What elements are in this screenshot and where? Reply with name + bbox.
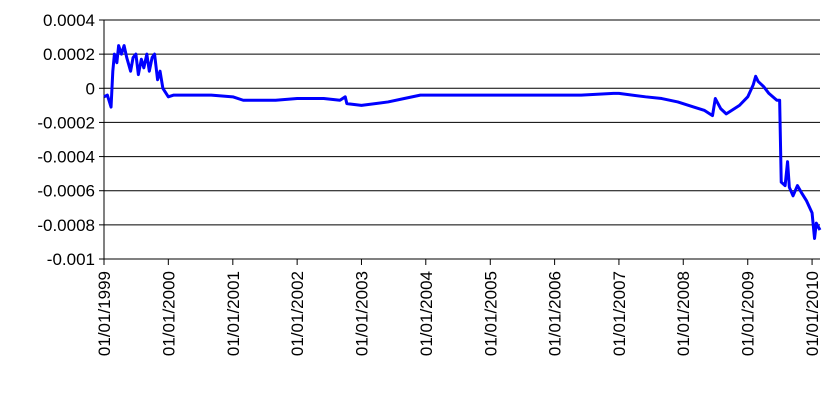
series-group (103, 44, 822, 241)
plot-area (103, 20, 820, 260)
y-tick-label: -0.001 (47, 250, 95, 269)
x-tick-label: 01/01/2003 (352, 271, 371, 356)
x-tick-label: 01/01/2000 (159, 271, 178, 356)
x-tick-label: 01/01/2007 (610, 271, 629, 356)
x-tick-label: 01/01/2008 (674, 271, 693, 356)
y-tick-label: -0.0002 (37, 113, 95, 132)
x-tick-label: 01/01/2001 (224, 271, 243, 356)
x-tick-label: 01/01/2005 (481, 271, 500, 356)
y-tick-label: 0.0004 (43, 11, 95, 30)
y-tick-label: -0.0008 (37, 216, 95, 235)
x-tick-label: 01/01/2002 (288, 271, 307, 356)
x-tick-label: 01/01/2006 (546, 271, 565, 356)
y-tick-label: 0.0002 (43, 45, 95, 64)
series-line (103, 44, 822, 241)
x-tick-label: 01/01/1999 (95, 271, 114, 356)
y-tick-label: 0 (86, 79, 95, 98)
y-tick-label: -0.0004 (37, 148, 95, 167)
x-axis-ticks: 01/01/1999 01/01/2000 01/01/2001 01/01/2002… (95, 259, 822, 356)
gridlines (104, 19, 820, 260)
y-tick-label: -0.0006 (37, 182, 95, 201)
y-axis-ticks: 0.0004 0.0002 0 -0.0002 -0.0004 -0.0006 -0.000… (37, 11, 104, 269)
x-tick-label: 01/01/2010 (803, 271, 822, 356)
x-tick-label: 01/01/2009 (739, 271, 758, 356)
x-tick-label: 01/01/2004 (417, 271, 436, 356)
